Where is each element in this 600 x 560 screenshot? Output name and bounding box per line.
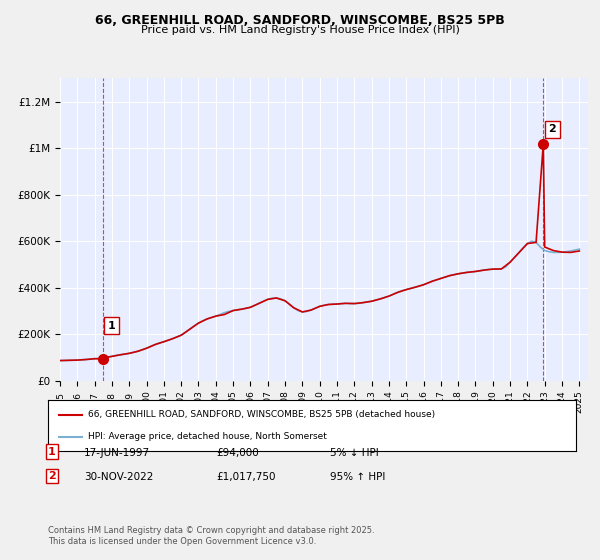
Text: 95% ↑ HPI: 95% ↑ HPI	[330, 472, 385, 482]
Text: 5% ↓ HPI: 5% ↓ HPI	[330, 449, 379, 459]
Text: 1: 1	[108, 321, 115, 331]
Text: 2: 2	[48, 471, 56, 481]
Text: £1,017,750: £1,017,750	[216, 472, 275, 482]
Text: 66, GREENHILL ROAD, SANDFORD, WINSCOMBE, BS25 5PB (detached house): 66, GREENHILL ROAD, SANDFORD, WINSCOMBE,…	[88, 410, 435, 419]
Text: Price paid vs. HM Land Registry's House Price Index (HPI): Price paid vs. HM Land Registry's House …	[140, 25, 460, 35]
Text: 30-NOV-2022: 30-NOV-2022	[84, 472, 154, 482]
Text: 17-JUN-1997: 17-JUN-1997	[84, 449, 150, 459]
Text: 66, GREENHILL ROAD, SANDFORD, WINSCOMBE, BS25 5PB: 66, GREENHILL ROAD, SANDFORD, WINSCOMBE,…	[95, 14, 505, 27]
Text: 2: 2	[548, 124, 556, 134]
Text: Contains HM Land Registry data © Crown copyright and database right 2025.
This d: Contains HM Land Registry data © Crown c…	[48, 526, 374, 546]
Text: 1: 1	[48, 447, 56, 457]
Text: £94,000: £94,000	[216, 449, 259, 459]
Text: HPI: Average price, detached house, North Somerset: HPI: Average price, detached house, Nort…	[88, 432, 326, 441]
